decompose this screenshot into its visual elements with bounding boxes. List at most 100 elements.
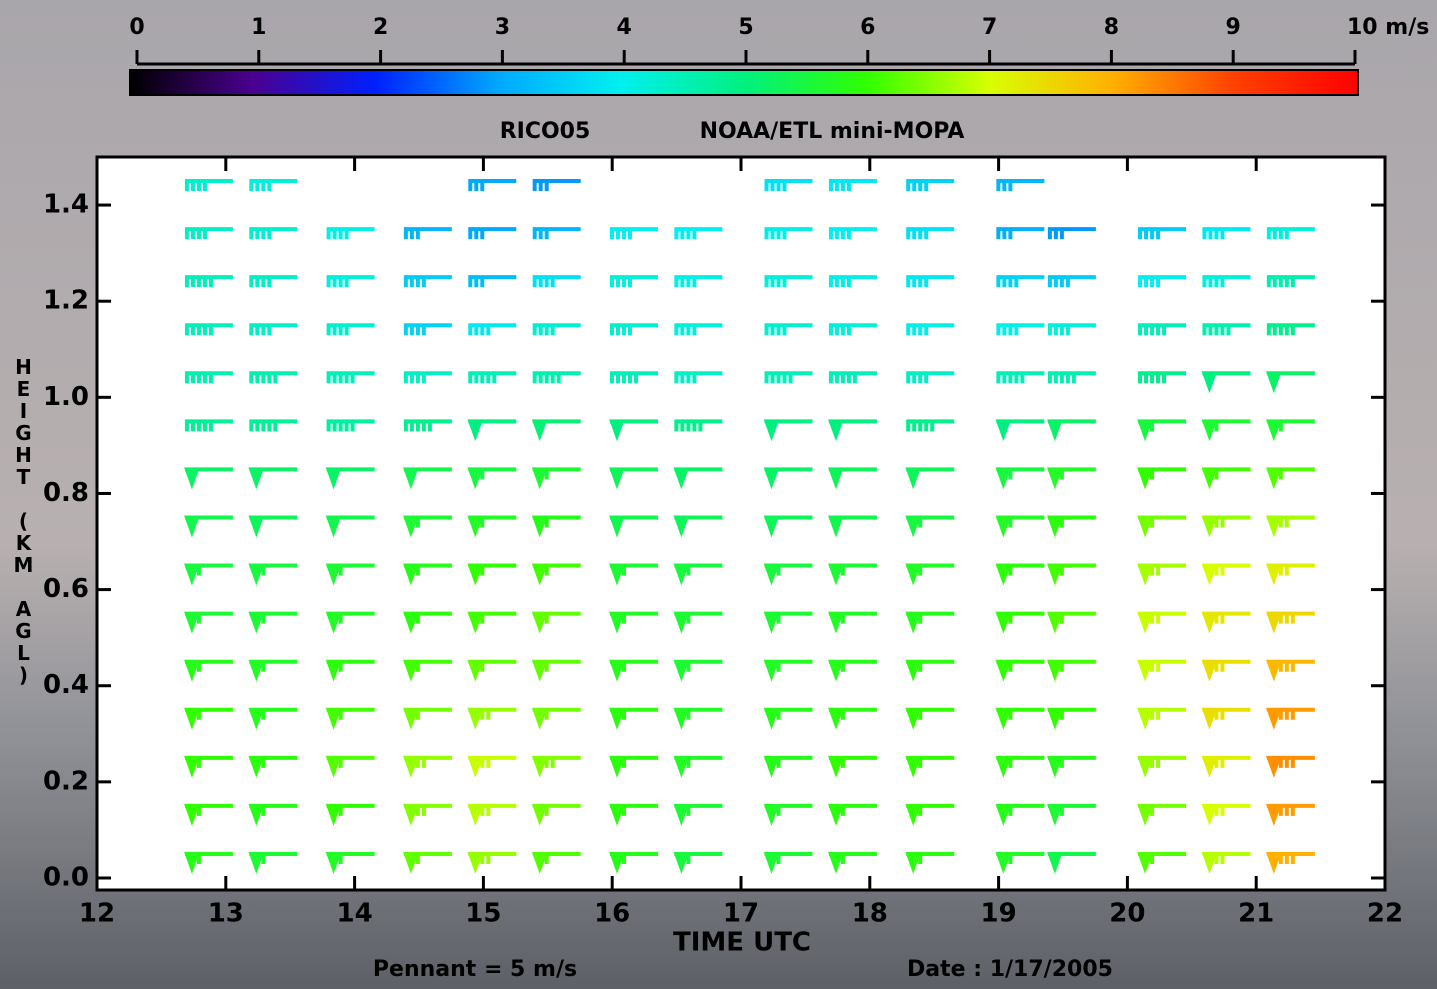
x-tick-label: 19	[981, 899, 1017, 929]
wind-barb	[609, 323, 658, 336]
wind-barb	[468, 179, 517, 192]
wind-barb	[1201, 803, 1251, 826]
wind-barb	[995, 755, 1045, 778]
colorbar-tick-label: 1	[251, 15, 266, 40]
colorbar-tick-label: 4	[617, 15, 632, 40]
wind-barb	[403, 659, 452, 682]
wind-barb	[828, 323, 877, 336]
wind-barb	[995, 419, 1045, 442]
wind-barb	[906, 371, 955, 384]
y-tick-label: 1.2	[43, 286, 89, 316]
wind-barb	[184, 755, 233, 778]
wind-barb	[1201, 707, 1251, 730]
wind-barb	[249, 275, 298, 288]
x-tick-label: 22	[1367, 899, 1403, 929]
colorbar-tick-label: 9	[1226, 15, 1241, 40]
wind-barb	[403, 851, 452, 874]
wind-barb	[1266, 275, 1315, 288]
wind-barb	[996, 371, 1045, 384]
wind-barb	[325, 515, 375, 538]
wind-barb	[325, 563, 375, 586]
wind-barb	[609, 275, 658, 288]
wind-barb	[248, 611, 298, 634]
wind-barb	[531, 515, 581, 538]
wind-barb	[184, 659, 233, 682]
wind-barb	[763, 515, 813, 538]
wind-barb	[326, 419, 375, 432]
wind-barb	[906, 323, 955, 336]
wind-barb	[326, 227, 375, 240]
wind-barb	[1047, 467, 1096, 490]
wind-barb	[1266, 611, 1315, 634]
wind-barb	[403, 371, 452, 384]
wind-barb	[1137, 851, 1187, 874]
wind-barb	[325, 467, 375, 490]
wind-barb	[325, 851, 375, 874]
x-tick-label: 18	[852, 899, 888, 929]
wind-barb	[1138, 371, 1187, 384]
wind-barb	[468, 275, 517, 288]
wind-barb	[674, 275, 723, 288]
colorbar-tick-label: 5	[738, 15, 753, 40]
wind-barb	[531, 851, 581, 874]
x-tick-label: 12	[79, 899, 115, 929]
wind-barb	[184, 851, 233, 874]
wind-barb	[403, 611, 452, 634]
wind-barb	[609, 659, 658, 682]
wind-barb	[1202, 275, 1251, 288]
wind-barb	[1201, 851, 1251, 874]
wind-barb	[763, 803, 813, 826]
wind-barb	[532, 275, 581, 288]
wind-barb	[996, 179, 1045, 192]
wind-barb	[1047, 563, 1096, 586]
wind-barb	[609, 755, 658, 778]
wind-barb	[184, 275, 233, 288]
colorbar	[129, 69, 1359, 96]
wind-barb	[531, 707, 581, 730]
wind-barb	[905, 851, 955, 874]
wind-barb	[763, 707, 813, 730]
wind-barb	[325, 755, 375, 778]
wind-barb	[764, 227, 813, 240]
wind-barb	[828, 179, 877, 192]
wind-barb	[828, 563, 877, 586]
wind-barb	[325, 659, 375, 682]
wind-barb	[828, 707, 877, 730]
wind-barb	[609, 803, 658, 826]
wind-barb	[905, 515, 955, 538]
wind-barb	[674, 227, 723, 240]
wind-barb	[403, 467, 452, 490]
wind-barb	[184, 467, 233, 490]
wind-barb	[905, 611, 955, 634]
wind-barb	[403, 419, 452, 432]
y-tick-label: 0.2	[43, 766, 89, 796]
wind-barb	[609, 371, 658, 384]
wind-barb	[184, 563, 233, 586]
wind-barb	[468, 227, 517, 240]
wind-barb	[1047, 275, 1096, 288]
wind-barb	[1201, 563, 1251, 586]
wind-barb	[764, 275, 813, 288]
wind-barb	[1047, 851, 1096, 874]
wind-barb	[828, 275, 877, 288]
wind-barb	[467, 851, 517, 874]
wind-barb	[403, 323, 452, 336]
wind-barb	[531, 611, 581, 634]
pennant-note: Pennant = 5 m/s	[373, 957, 577, 982]
wind-barb	[249, 179, 298, 192]
colorbar-tick-label: 3	[495, 15, 510, 40]
wind-barb	[905, 563, 955, 586]
wind-barb	[828, 467, 877, 490]
wind-barb	[1137, 707, 1187, 730]
wind-barb	[1266, 851, 1315, 874]
wind-barb	[674, 323, 723, 336]
colorbar-tick-label: 7	[982, 15, 997, 40]
wind-barb	[325, 803, 375, 826]
y-tick-label: 0.8	[43, 478, 89, 508]
wind-barb	[326, 371, 375, 384]
x-tick-label: 14	[337, 899, 373, 929]
wind-barb	[468, 323, 517, 336]
wind-barb	[905, 467, 955, 490]
wind-barb	[828, 851, 877, 874]
wind-barb	[995, 803, 1045, 826]
